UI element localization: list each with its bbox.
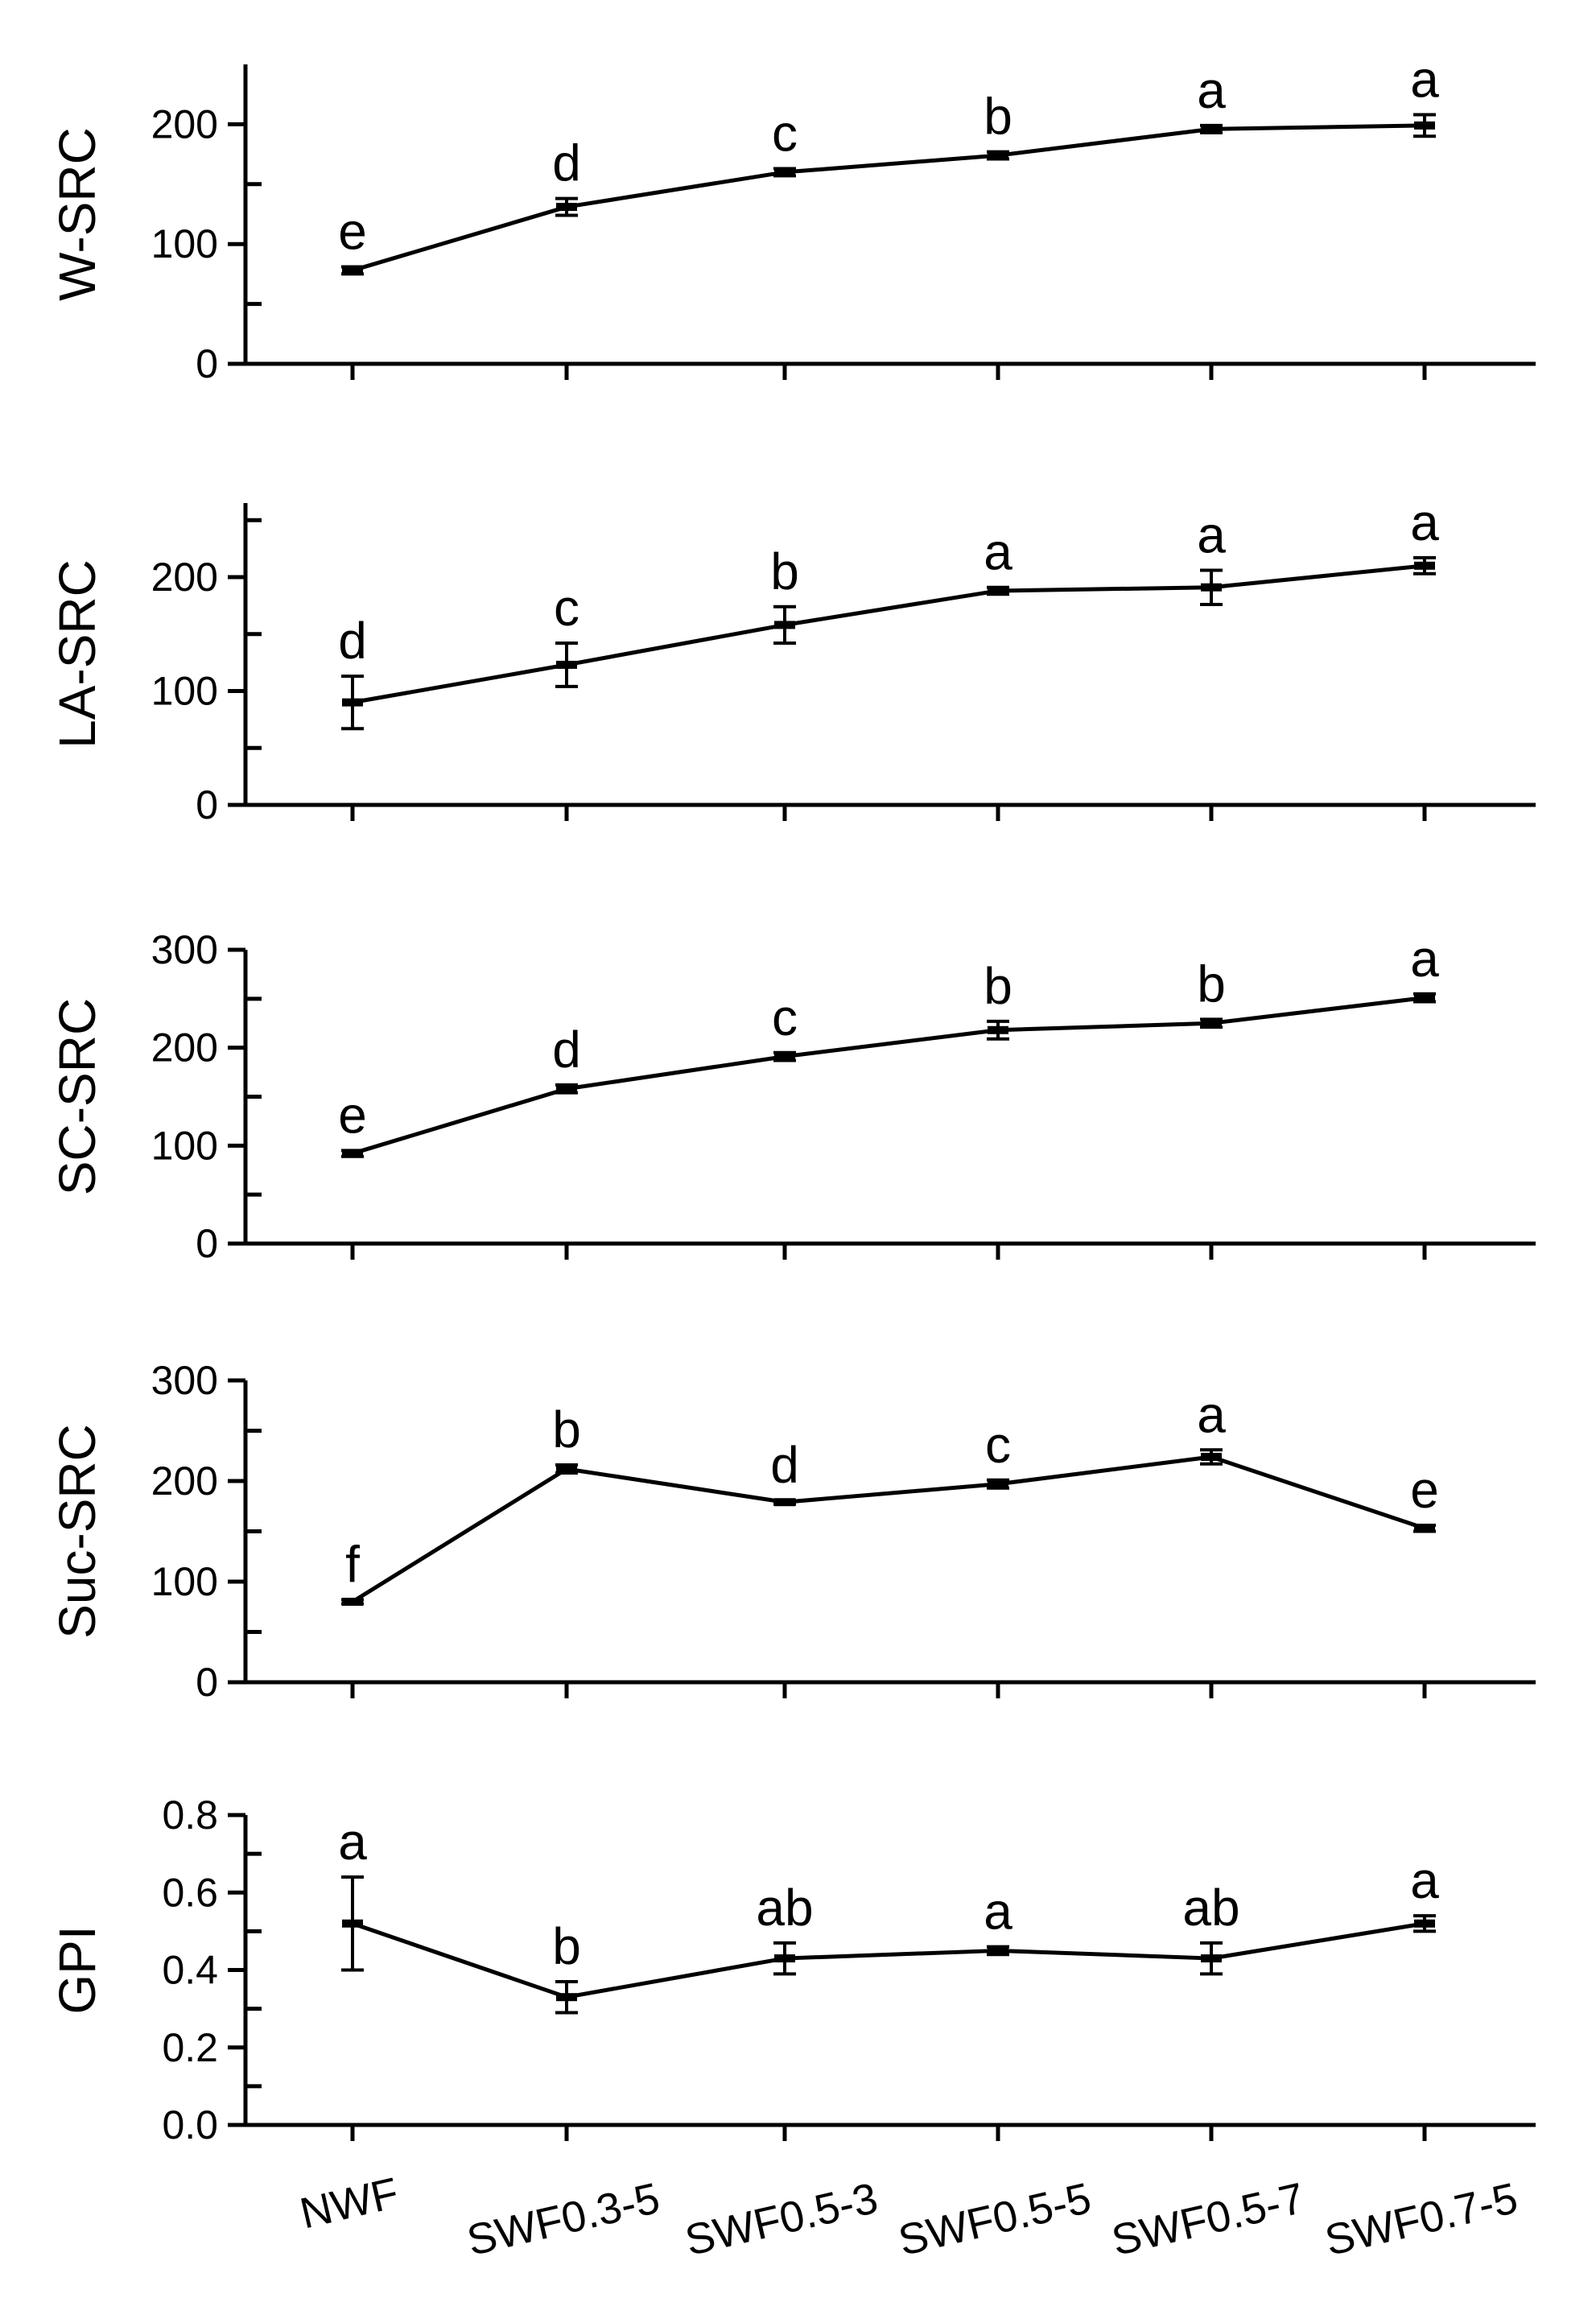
significance-label: e bbox=[338, 202, 367, 260]
y-tick-label: 0 bbox=[196, 782, 218, 827]
series-line bbox=[352, 996, 1425, 1156]
data-point bbox=[1201, 1954, 1222, 1963]
x-tick-label: SWF0.3-5 bbox=[463, 2174, 664, 2265]
data-point bbox=[1414, 121, 1435, 130]
y-axis-label: Suc-SRC bbox=[48, 1424, 106, 1639]
data-point bbox=[342, 698, 363, 707]
data-point bbox=[774, 1052, 795, 1061]
significance-label: d bbox=[552, 134, 581, 192]
data-point bbox=[342, 1598, 363, 1606]
x-tick-label: SWF0.5-3 bbox=[681, 2174, 882, 2265]
significance-label: a bbox=[1410, 1851, 1439, 1909]
significance-label: b bbox=[984, 88, 1012, 146]
y-tick-label: 0.8 bbox=[162, 1793, 218, 1838]
series-line bbox=[351, 1454, 1425, 1604]
y-tick-label: 0.0 bbox=[162, 2102, 218, 2147]
data-point bbox=[342, 1149, 363, 1158]
y-tick-label: 100 bbox=[151, 1559, 218, 1604]
data-point bbox=[1414, 561, 1435, 570]
significance-label: ab bbox=[1182, 1879, 1239, 1937]
data-point bbox=[988, 586, 1008, 595]
data-point bbox=[1201, 125, 1222, 134]
x-tick-label: SWF0.5-7 bbox=[1107, 2174, 1309, 2265]
y-axis-label: SC-SRC bbox=[48, 998, 106, 1195]
significance-label: a bbox=[984, 1883, 1012, 1941]
data-point bbox=[988, 151, 1008, 160]
significance-label: a bbox=[338, 1813, 367, 1871]
data-point bbox=[1414, 993, 1435, 1002]
y-axis-label: GPI bbox=[48, 1925, 106, 2014]
x-tick-label: SWF0.7-5 bbox=[1321, 2174, 1522, 2265]
significance-label: d bbox=[338, 612, 367, 670]
significance-label: ab bbox=[756, 1879, 813, 1937]
significance-label: c bbox=[985, 1416, 1011, 1474]
data-point bbox=[342, 1919, 363, 1928]
data-point bbox=[1414, 1919, 1435, 1928]
significance-label: a bbox=[1197, 505, 1226, 563]
significance-label: c bbox=[772, 988, 798, 1046]
significance-label: d bbox=[552, 1021, 581, 1079]
significance-label: a bbox=[1197, 1385, 1226, 1443]
data-point bbox=[774, 167, 795, 176]
significance-label: b bbox=[770, 543, 799, 600]
data-point bbox=[774, 1954, 795, 1963]
significance-label: a bbox=[1410, 930, 1439, 988]
y-tick-label: 0.4 bbox=[162, 1948, 218, 1993]
significance-label: d bbox=[770, 1436, 799, 1494]
significance-label: b bbox=[552, 1917, 581, 1975]
data-point bbox=[556, 1465, 577, 1473]
series-line bbox=[352, 123, 1425, 273]
y-tick-label: 0 bbox=[196, 1660, 218, 1705]
x-tick-label: NWF bbox=[295, 2168, 402, 2238]
y-tick-label: 0.2 bbox=[162, 2025, 218, 2070]
significance-label: a bbox=[1410, 493, 1439, 551]
significance-label: e bbox=[338, 1086, 367, 1144]
y-tick-label: 100 bbox=[151, 221, 218, 266]
significance-label: b bbox=[552, 1401, 581, 1458]
x-tick-label: SWF0.5-5 bbox=[894, 2174, 1095, 2265]
y-tick-label: 200 bbox=[151, 101, 218, 146]
y-tick-label: 200 bbox=[151, 1025, 218, 1071]
significance-label: a bbox=[984, 523, 1012, 581]
data-point bbox=[1414, 1524, 1435, 1533]
significance-label: e bbox=[1410, 1461, 1439, 1519]
y-tick-label: 300 bbox=[151, 1358, 218, 1403]
significance-label: b bbox=[1197, 955, 1226, 1013]
y-axis-label: W-SRC bbox=[48, 127, 106, 301]
data-point bbox=[988, 1946, 1008, 1955]
y-tick-label: 100 bbox=[151, 1123, 218, 1168]
data-point bbox=[774, 621, 795, 629]
series-line bbox=[352, 563, 1425, 705]
y-tick-label: 100 bbox=[151, 668, 218, 713]
significance-label: a bbox=[1410, 50, 1439, 108]
y-tick-label: 0 bbox=[196, 1221, 218, 1266]
series-line bbox=[352, 1921, 1425, 1999]
significance-label: c bbox=[554, 579, 579, 637]
data-point bbox=[342, 266, 363, 274]
data-point bbox=[1201, 1453, 1222, 1461]
significance-label: a bbox=[1197, 61, 1226, 119]
data-point bbox=[988, 1479, 1008, 1488]
data-point bbox=[988, 1025, 1008, 1034]
y-tick-label: 300 bbox=[151, 927, 218, 972]
y-axis-label: LA-SRC bbox=[48, 559, 106, 749]
significance-label: b bbox=[984, 957, 1012, 1015]
data-point bbox=[556, 1084, 577, 1093]
data-point bbox=[556, 660, 577, 669]
data-point bbox=[1201, 583, 1222, 592]
y-tick-label: 0 bbox=[196, 341, 218, 386]
y-tick-label: 200 bbox=[151, 555, 218, 600]
data-point bbox=[556, 203, 577, 212]
significance-label: f bbox=[345, 1536, 360, 1594]
data-point bbox=[774, 1498, 795, 1507]
y-tick-label: 0.6 bbox=[162, 1870, 218, 1915]
y-tick-label: 200 bbox=[151, 1458, 218, 1504]
significance-label: c bbox=[772, 104, 798, 162]
data-point bbox=[1201, 1019, 1222, 1028]
data-point bbox=[556, 1993, 577, 2002]
